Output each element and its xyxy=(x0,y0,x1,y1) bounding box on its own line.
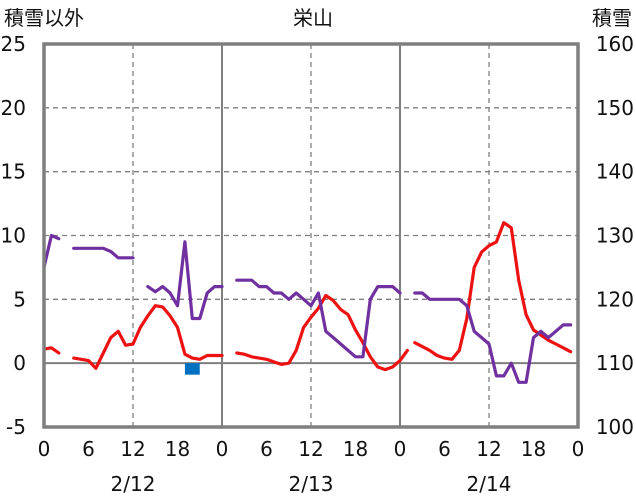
plot-frame xyxy=(42,42,580,429)
right-y-tick-label: 100 xyxy=(596,415,634,439)
gridlines xyxy=(44,44,578,427)
left-y-tick-label: 10 xyxy=(1,224,26,248)
left-y-tick-label: 0 xyxy=(13,351,26,375)
snowfall-bar xyxy=(184,363,200,375)
x-tick-label: 6 xyxy=(260,437,273,461)
x-tick-label: 12 xyxy=(476,437,501,461)
chart-title: 栄山 xyxy=(293,6,333,30)
x-tick-label: 0 xyxy=(572,437,585,461)
temperature-line xyxy=(235,293,409,372)
temperature-line xyxy=(72,304,224,370)
left-y-tick-label: -5 xyxy=(6,415,26,439)
series-layer xyxy=(42,221,573,384)
x-tick-label: 18 xyxy=(343,437,368,461)
snow-depth-line xyxy=(235,278,402,359)
x-tick-label: 0 xyxy=(394,437,407,461)
temperature-line xyxy=(42,346,61,355)
x-tick-label: 18 xyxy=(521,437,546,461)
right-y-tick-label: 110 xyxy=(596,351,634,375)
day-label: 2/13 xyxy=(289,472,334,496)
snow-depth-line xyxy=(72,246,135,260)
temperature-line xyxy=(413,221,573,361)
x-tick-label: 0 xyxy=(38,437,51,461)
frame-rect xyxy=(42,42,580,429)
left-axis-title: 積雪以外 xyxy=(4,6,84,30)
left-y-tick-label: 25 xyxy=(1,32,26,56)
right-y-tick-label: 160 xyxy=(596,32,634,56)
snow-depth-line xyxy=(42,233,61,269)
snow-depth-line xyxy=(146,240,224,321)
x-tick-label: 0 xyxy=(216,437,229,461)
right-axis-title: 積雪 xyxy=(592,6,632,30)
right-y-tick-label: 120 xyxy=(596,287,634,311)
left-y-tick-label: 15 xyxy=(1,160,26,184)
right-y-tick-label: 130 xyxy=(596,224,634,248)
x-tick-label: 12 xyxy=(298,437,323,461)
x-tick-label: 12 xyxy=(120,437,145,461)
left-y-tick-label: 20 xyxy=(1,96,26,120)
x-tick-label: 6 xyxy=(438,437,451,461)
x-tick-label: 18 xyxy=(165,437,190,461)
right-y-tick-label: 150 xyxy=(596,96,634,120)
day-label: 2/14 xyxy=(467,472,512,496)
snow-depth-line xyxy=(413,291,573,384)
x-tick-label: 6 xyxy=(82,437,95,461)
day-label: 2/12 xyxy=(111,472,156,496)
left-y-tick-label: 5 xyxy=(13,287,26,311)
right-y-tick-label: 140 xyxy=(596,160,634,184)
